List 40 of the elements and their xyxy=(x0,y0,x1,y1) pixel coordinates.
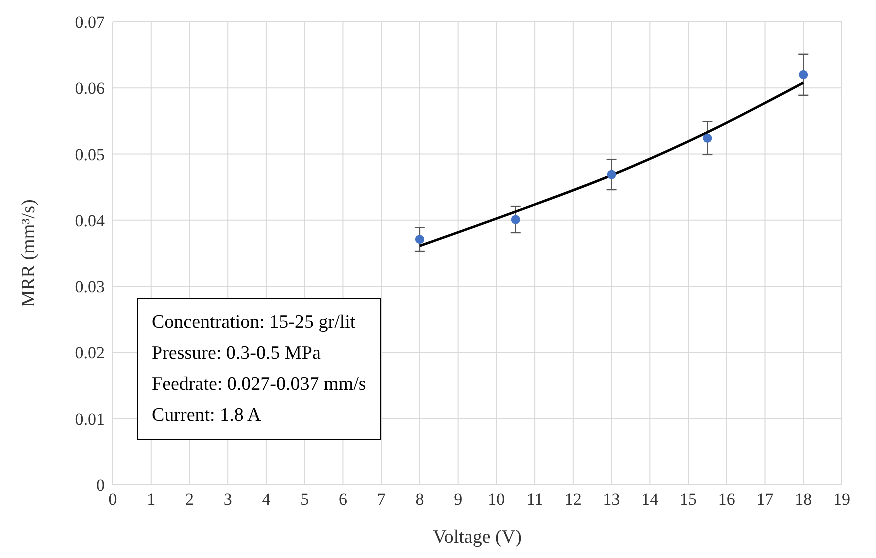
x-tick-label: 8 xyxy=(416,490,424,510)
x-tick-label: 0 xyxy=(108,490,118,510)
annotation: Current: 1.8 A xyxy=(152,404,262,428)
point xyxy=(415,235,424,244)
y-tick-label: 0.05 xyxy=(75,145,105,164)
point xyxy=(703,134,712,143)
x-tick-label: 13 xyxy=(603,490,620,510)
x-tick-label: 14 xyxy=(642,490,660,510)
y-tick-label: 0 xyxy=(96,476,105,496)
annotation: Concentration: 15-25 gr/lit xyxy=(152,311,357,335)
x-tick-label: 1 xyxy=(147,490,156,510)
x-tick-label: 11 xyxy=(526,490,544,510)
y-tick-label: 0.04 xyxy=(75,211,106,230)
annotation: Feedrate: 0.027-0.037 mm/s xyxy=(152,373,366,397)
annotation: Pressure: 0.3-0.5 MPa xyxy=(152,342,322,366)
point xyxy=(799,70,808,80)
x-tick-label: 2 xyxy=(185,490,194,510)
x-tick-label: 9 xyxy=(454,490,463,510)
x-tick-label: 5 xyxy=(300,490,310,510)
x-tick-label: 4 xyxy=(262,490,272,510)
x-tick-label: 18 xyxy=(795,490,812,510)
point xyxy=(511,215,520,224)
y-tick-label: 0.02 xyxy=(75,344,105,363)
x-tick-label: 16 xyxy=(718,490,736,510)
y-tick-label: 0.06 xyxy=(75,79,105,98)
x-tick-label: 12 xyxy=(564,490,582,510)
line-series xyxy=(418,82,805,248)
x-axis-title: Voltage (V) xyxy=(433,527,522,548)
point xyxy=(607,170,616,180)
x-tick-label: 10 xyxy=(488,490,506,510)
x-tick-label: 15 xyxy=(680,490,698,510)
x-tick-label: 19 xyxy=(834,490,850,510)
y-tick-label: 0.01 xyxy=(75,410,105,429)
y-tick-label: 0.03 xyxy=(75,278,105,297)
x-tick-label: 6 xyxy=(338,490,348,510)
x-tick-label: 3 xyxy=(224,490,232,510)
x-tick-label: 7 xyxy=(377,490,386,510)
y-axis-title: MRR (mm³/s) xyxy=(18,200,40,308)
x-tick-label: 17 xyxy=(756,490,774,510)
y-tick-label: 0.07 xyxy=(75,13,106,32)
